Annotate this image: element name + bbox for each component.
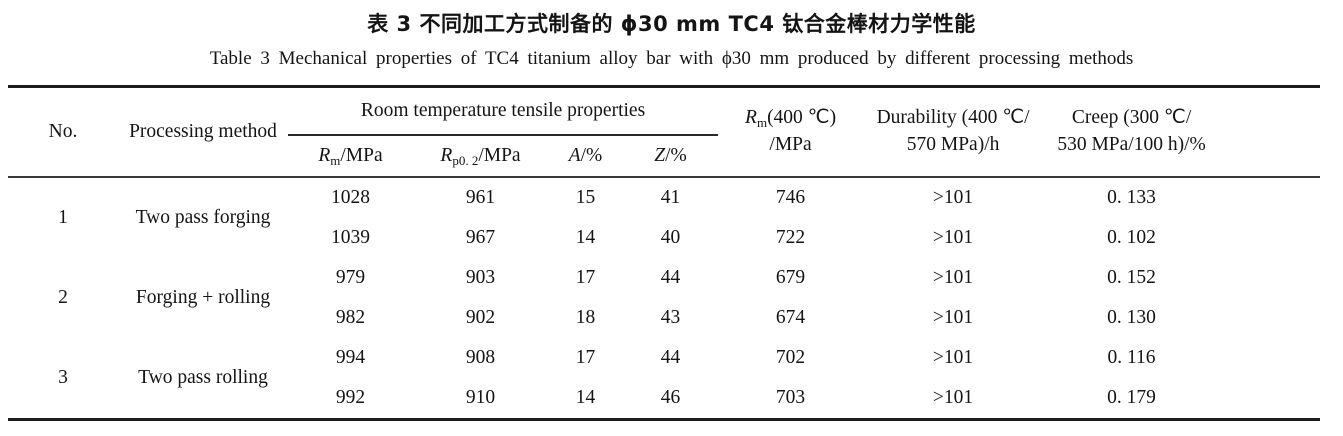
col-header-rp02: Rp0. 2/MPa <box>413 135 548 177</box>
unit-text: /MPa <box>340 145 383 166</box>
cell-method: Forging + rolling <box>135 287 271 308</box>
table-row: 1 Two pass forging 1028 961 15 41 746 >1… <box>8 176 1321 258</box>
cell-method: Two pass forging <box>118 176 288 258</box>
cell-a: 14 <box>575 387 596 408</box>
symbol-R: R <box>745 107 757 129</box>
col-header-no: No. <box>48 121 78 142</box>
cell-rm: 1028 <box>288 176 413 218</box>
table-row: 2 Forging + rolling 979 903 17 44 679 >1… <box>8 258 1320 308</box>
cell-creep: 0. 130 <box>1107 307 1156 328</box>
col-header-durability-line1: Durability (400 ℃/ <box>876 107 1030 129</box>
symbol-A: A <box>568 145 581 166</box>
subscript-m: m <box>756 115 768 131</box>
table-row: 1039 967 14 40 722 >101 0. 102 <box>8 218 1320 258</box>
cell-z: 41 <box>623 176 719 218</box>
col-header-rm-400-line1: Rm(400 ℃) <box>718 105 863 132</box>
table-row: 992 910 14 46 703 >101 0. 179 <box>8 378 1320 420</box>
symbol-R: R <box>440 145 453 166</box>
cell-creep: 0. 102 <box>1107 227 1156 248</box>
unit-text: (400 ℃) <box>767 107 837 129</box>
cell-creep: 0. 152 <box>1107 267 1156 288</box>
cell-creep: 0. 133 <box>1043 176 1321 218</box>
col-header-creep: Creep (300 ℃/ 530 MPa/100 h)/% <box>1043 87 1320 178</box>
cell-rm400: 702 <box>775 347 806 368</box>
table-row: 3 Two pass rolling 994 908 17 44 702 >10… <box>8 338 1320 388</box>
unit-text: /% <box>665 145 687 166</box>
cell-rm: 979 <box>335 267 366 288</box>
col-header-rm-400: Rm(400 ℃) /MPa <box>718 87 863 178</box>
cell-rp02: 961 <box>413 176 548 218</box>
col-header-creep-line1: Creep (300 ℃/ <box>1071 107 1192 129</box>
unit-text: /MPa <box>478 145 521 166</box>
cell-durability: >101 <box>932 347 974 368</box>
cell-no: 3 <box>58 367 68 388</box>
cell-rp02: 910 <box>465 387 496 408</box>
table-title-chinese: 表 3 不同加工方式制备的 ϕ30 mm TC4 钛合金棒材力学性能 <box>367 12 976 36</box>
col-header-creep-line2: 530 MPa/100 h)/% <box>1057 134 1206 155</box>
cell-durability: >101 <box>863 176 1044 218</box>
subscript-p02: p0. 2 <box>452 153 479 168</box>
cell-method: Two pass rolling <box>138 367 268 388</box>
cell-a: 14 <box>575 227 596 248</box>
cell-z: 46 <box>660 387 681 408</box>
cell-a: 17 <box>575 347 596 368</box>
cell-creep: 0. 116 <box>1107 347 1156 368</box>
cell-a: 18 <box>575 307 596 328</box>
cell-durability: >101 <box>932 227 974 248</box>
cell-rm: 992 <box>335 387 366 408</box>
col-header-durability: Durability (400 ℃/ 570 MPa)/h <box>863 87 1043 178</box>
mechanical-properties-table: No. Processing method Room temperature t… <box>8 85 1321 421</box>
cell-no: 1 <box>8 176 118 258</box>
cell-durability: >101 <box>932 307 974 328</box>
cell-a: 15 <box>548 176 623 218</box>
cell-a: 17 <box>575 267 596 288</box>
symbol-R: R <box>318 145 331 166</box>
cell-creep: 0. 179 <box>1107 387 1156 408</box>
col-header-reduction: Z/% <box>623 135 718 177</box>
cell-durability: >101 <box>932 267 974 288</box>
cell-z: 44 <box>660 347 681 368</box>
cell-rp02: 967 <box>465 227 496 248</box>
cell-z: 40 <box>660 227 681 248</box>
cell-rm400: 674 <box>775 307 806 328</box>
cell-rm400: 679 <box>775 267 806 288</box>
cell-rm: 994 <box>335 347 366 368</box>
cell-rm400: 722 <box>775 227 806 248</box>
cell-rm400: 703 <box>775 387 806 408</box>
col-header-processing-method: Processing method <box>129 121 277 142</box>
cell-rp02: 902 <box>465 307 496 328</box>
col-header-elongation: A/% <box>548 135 623 177</box>
cell-rp02: 908 <box>465 347 496 368</box>
subscript-m: m <box>330 153 341 168</box>
col-header-durability-line2: 570 MPa)/h <box>906 134 1000 155</box>
symbol-Z: Z <box>654 145 666 166</box>
cell-z: 43 <box>660 307 681 328</box>
cell-rp02: 903 <box>465 267 496 288</box>
cell-rm: 1039 <box>331 227 370 248</box>
col-header-rm: Rm/MPa <box>288 135 413 177</box>
cell-rm400: 746 <box>718 176 864 218</box>
unit-text: /% <box>580 145 603 166</box>
col-header-rm-400-line2: /MPa <box>769 134 812 155</box>
col-header-room-temp-group: Room temperature tensile properties <box>288 86 719 136</box>
table-title-english: Table 3 Mechanical properties of TC4 tit… <box>209 48 1134 69</box>
cell-z: 44 <box>660 267 681 288</box>
table-row: 982 902 18 43 674 >101 0. 130 <box>8 298 1320 338</box>
cell-rm: 982 <box>335 307 366 328</box>
cell-no: 2 <box>58 287 68 308</box>
cell-durability: >101 <box>932 387 974 408</box>
